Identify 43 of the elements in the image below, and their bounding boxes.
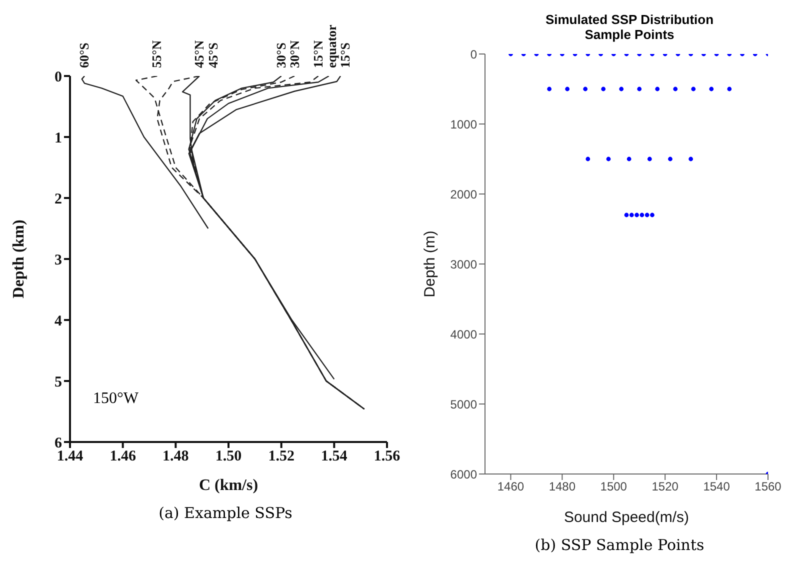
y-tick-label: 3 <box>54 252 62 268</box>
y-axis-title: Depth (km) <box>10 220 28 298</box>
x-tick-label: 1.48 <box>162 448 189 465</box>
text: 15°N <box>310 40 326 68</box>
x-tick-label: 1.50 <box>215 448 242 465</box>
y-tick-label: 1 <box>54 130 62 146</box>
text: (b) SSP Sample Points <box>534 536 706 554</box>
x-tick-label: 1540 <box>703 480 730 494</box>
y-tick-label: 2 <box>54 191 62 208</box>
text: 30°N <box>286 40 302 68</box>
x-tick-label: 1500 <box>600 480 628 494</box>
x-tick-label: 1.44 <box>56 448 84 465</box>
y-tick-label: 5 <box>54 374 62 390</box>
annotation: 150°W <box>93 390 138 408</box>
x-tick-label: 1560 <box>754 480 782 494</box>
y-tick-label: 5000 <box>450 397 478 412</box>
y-tick-label: 3000 <box>450 257 478 272</box>
x-axis-title: Sound Speed(m/s) <box>564 509 690 526</box>
y-tick-label: 1000 <box>450 117 478 132</box>
x-tick-label: 1.54 <box>321 448 348 465</box>
y-tick-label: 4000 <box>450 327 478 342</box>
x-axis-title: C (km/s) <box>198 477 258 494</box>
x-tick-label: 1460 <box>497 480 524 494</box>
chart-title: Simulated SSP Distribution Sample Points <box>544 12 715 42</box>
text: 60°S <box>76 42 92 68</box>
y-tick-label: 4 <box>54 313 62 330</box>
x-tick-label: 1.46 <box>110 448 136 465</box>
text: 30°S <box>273 42 288 68</box>
text: 45°N <box>191 40 206 68</box>
y-tick-label: 6 <box>54 435 62 452</box>
x-tick-label: 1.52 <box>268 448 294 465</box>
y-tick-label: 0 <box>54 69 62 86</box>
x-tick-label: 1.56 <box>374 448 401 465</box>
y-tick-label: 2000 <box>450 187 478 202</box>
y-tick-label: 6000 <box>450 467 478 482</box>
x-tick-label: 1520 <box>652 480 679 494</box>
text: 45°S <box>205 42 220 68</box>
y-axis-title: Depth (m) <box>421 230 438 298</box>
text: (a) Example SSPs <box>158 504 294 522</box>
y-tick-label: 0 <box>470 47 478 62</box>
text: equator <box>324 24 339 68</box>
x-tick-label: 1480 <box>548 480 576 494</box>
text: 55°N <box>149 40 164 68</box>
